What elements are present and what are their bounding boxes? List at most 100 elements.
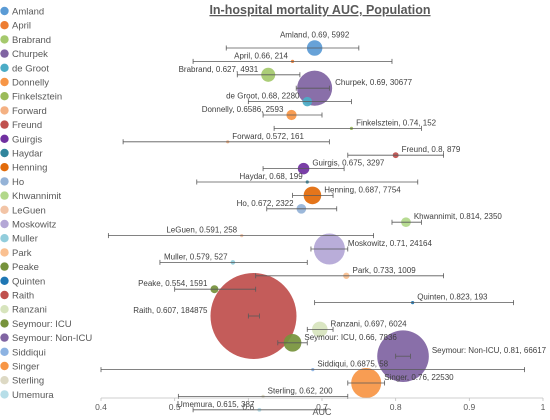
error-bar-forward: [122, 139, 330, 145]
x-tick-label: 1: [541, 402, 546, 412]
legend-label: Ranzani: [12, 305, 47, 316]
error-bar-muller: [159, 259, 308, 265]
x-tick-label: 0.8: [390, 402, 402, 412]
data-label-april: April, 0.66, 214: [234, 51, 288, 60]
data-label-khwannimit: Khwannimit, 0.814, 2350: [414, 212, 503, 221]
data-label-raith: Raith, 0.607, 184875: [133, 306, 208, 315]
legend-marker: [0, 92, 9, 101]
legend-marker: [0, 63, 9, 72]
legend-item-forward: Forward: [0, 106, 47, 117]
error-bar-amland: [225, 45, 360, 51]
legend-marker: [0, 163, 9, 172]
data-label-sterling: Sterling, 0.62, 200: [268, 386, 333, 395]
data-label-quinten: Quinten, 0.823, 193: [417, 293, 488, 302]
legend-label: Henning: [12, 163, 47, 174]
data-label-de-groot: de Groot, 0.68, 2280: [226, 92, 300, 101]
data-label-seymour-icu: Seymour: ICU, 0.66, 7836: [304, 333, 397, 342]
data-label-freund: Freund, 0.8, 879: [402, 145, 461, 154]
error-bar-leguen: [107, 233, 374, 239]
legend-item-ho: Ho: [0, 177, 24, 188]
error-bar-guirgis: [262, 166, 345, 172]
legend-item-peake: Peake: [0, 262, 39, 273]
legend-label: Singer: [12, 362, 39, 373]
error-bar-siddiqui: [100, 367, 525, 373]
error-bar-seymour-non-icu: [395, 353, 411, 359]
data-label-amland: Amland, 0.69, 5992: [280, 30, 350, 39]
legend-label: Siddiqui: [12, 347, 46, 358]
data-label-haydar: Haydar, 0.68, 199: [240, 172, 304, 181]
legend-marker: [0, 290, 9, 300]
error-bar-henning: [292, 192, 334, 198]
legend-item-muller: Muller: [0, 234, 38, 245]
data-label-muller: Muller, 0.579, 527: [164, 252, 228, 261]
data-label-seymour-non-icu: Seymour: Non-ICU, 0.81, 66617: [432, 346, 547, 355]
legend-marker: [0, 361, 9, 371]
data-label-churpek: Churpek, 0.69, 30677: [335, 78, 412, 87]
legend-label: Moskowitz: [12, 220, 57, 231]
error-bar-park: [255, 273, 444, 279]
x-tick-label: 0.6: [242, 402, 254, 412]
legend-item-singer: Singer: [0, 362, 39, 373]
legend-marker: [0, 120, 9, 129]
legend-item-brabrand: Brabrand: [0, 35, 51, 46]
legend-label: Khwannimit: [12, 191, 61, 202]
error-bar-ho: [266, 206, 338, 212]
error-bar-finkelsztein: [273, 125, 422, 131]
error-bar-april: [192, 58, 393, 64]
legend-label: Park: [12, 248, 32, 259]
legend-item-henning: Henning: [0, 163, 47, 174]
error-bar-quinten: [314, 300, 514, 306]
legend-marker: [0, 177, 9, 186]
data-label-forward: Forward, 0.572, 161: [232, 132, 304, 141]
legend-label: Forward: [12, 106, 47, 117]
legend-label: de Groot: [12, 63, 49, 74]
error-bar-umemura: [192, 407, 327, 413]
legend-marker: [0, 262, 9, 271]
legend-marker: [0, 106, 9, 115]
legend-label: Brabrand: [12, 35, 51, 46]
legend-marker: [0, 21, 9, 30]
error-bar-freund: [347, 152, 444, 158]
data-label-finkelsztein: Finkelsztein, 0.74, 152: [356, 118, 437, 127]
x-tick-label: 0.7: [316, 402, 328, 412]
data-labels: Amland, 0.69, 5992 April, 0.66, 214 Brabra…: [133, 30, 546, 409]
error-bar-raith: [247, 313, 260, 319]
legend-item-siddiqui: Siddiqui: [0, 347, 46, 358]
legend-item-haydar: Haydar: [0, 148, 43, 160]
legend-label: Muller: [12, 234, 38, 245]
legend-marker: [0, 219, 9, 229]
legend-marker: [0, 319, 9, 328]
legend-item-sterling: Sterling: [0, 376, 44, 387]
data-label-ranzani: Ranzani, 0.697, 6024: [331, 319, 408, 328]
legend-item-freund: Freund: [0, 120, 42, 131]
legend-marker: [0, 191, 9, 200]
data-label-umemura: Umemura, 0.615, 387: [177, 400, 255, 409]
legend-label: LeGuen: [12, 205, 46, 216]
legend-item-park: Park: [0, 248, 32, 259]
data-label-siddiqui: Siddiqui, 0.6875, 58: [317, 360, 388, 369]
legend-label: Quinten: [12, 276, 45, 287]
legend-item-moskowitz: Moskowitz: [0, 219, 57, 231]
legend-label: Ho: [12, 177, 24, 188]
legend-marker: [0, 134, 9, 143]
data-label-moskowitz: Moskowitz, 0.71, 24164: [348, 239, 433, 248]
data-label-ho: Ho, 0.672, 2322: [237, 199, 294, 208]
error-bar-ranzani: [306, 326, 334, 332]
legend-marker: [0, 390, 9, 399]
chart-title: In-hospital mortality AUC, Population: [209, 3, 430, 17]
error-bar-moskowitz: [310, 246, 349, 252]
legend-label: Sterling: [12, 376, 44, 387]
legend-label: Finkelsztein: [12, 92, 62, 103]
legend-marker: [0, 148, 9, 158]
legend-label: Peake: [12, 262, 39, 273]
legend-item-quinten: Quinten: [0, 276, 45, 287]
legend-label: Freund: [12, 120, 42, 131]
error-bar-churpek: [295, 85, 330, 91]
legend-label: Seymour: Non-ICU: [12, 333, 92, 344]
legend-marker: [0, 305, 9, 314]
data-label-park: Park, 0.733, 1009: [352, 266, 416, 275]
error-bar-khwannimit: [391, 219, 422, 225]
legend-marker: [0, 248, 9, 257]
legend-label: Umemura: [12, 390, 54, 401]
